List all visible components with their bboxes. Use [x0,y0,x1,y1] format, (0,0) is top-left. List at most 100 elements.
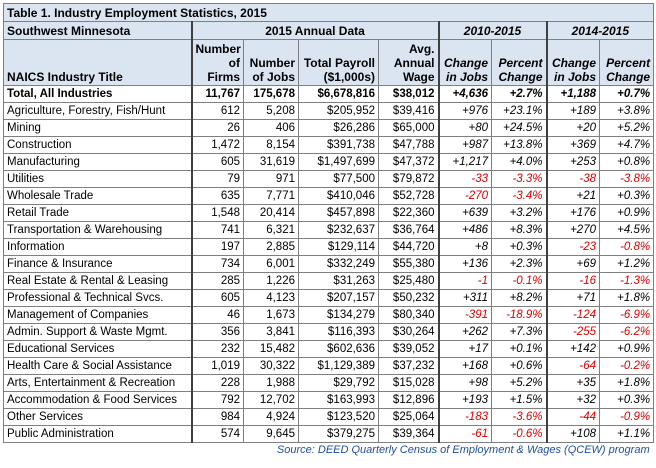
jobs-cell: 20,414 [243,204,299,222]
total-row: Total, All Industries 11,767 175,678 $6,678… [3,85,655,103]
col-number-of-jobs: Number of Jobs [243,39,299,86]
region-header: Southwest Minnesota [3,21,193,40]
jobs-cell: 1,226 [243,272,299,290]
wage-cell: $36,764 [378,221,440,239]
payroll-cell: $31,263 [298,272,379,290]
employment-table-container: Table 1. Industry Employment Statistics,… [2,3,655,458]
source-note: Source: DEED Quarterly Census of Employm… [276,444,650,456]
industry-name: Accommodation & Food Services [3,391,193,409]
change-jobs-2014-cell: -124 [546,306,600,324]
change-jobs-2014-cell: +108 [546,425,600,443]
period-2010-2015-header: 2010-2015 [438,21,548,40]
payroll-cell: $123,520 [298,408,379,426]
wage-cell: $37,232 [378,357,440,375]
percent-change-2010-cell: -0.1% [491,272,548,290]
change-jobs-2014-cell: +35 [546,374,600,392]
percent-change-2014-cell: +0.9% [598,204,655,222]
percent-change-2014-cell: +1.8% [598,289,655,307]
table-row: Professional & Technical Svcs. 605 4,123 $2… [3,289,655,307]
industry-name: Finance & Insurance [3,255,193,273]
jobs-cell: 2,885 [243,238,299,256]
table-row: Utilities 79 971 $77,500 $79,872 -33 -3.3% -38-… [3,170,655,188]
change-jobs-2010-cell: +136 [438,255,492,273]
wage-cell: $38,012 [378,85,440,103]
industry-name: Admin. Support & Waste Mgmt. [3,323,193,341]
jobs-cell: 406 [243,119,299,137]
table-row: Construction 1,472 8,154 $391,738 $47,788 +98… [3,136,655,154]
change-jobs-2010-cell: +639 [438,204,492,222]
wage-cell: $12,896 [378,391,440,409]
percent-change-2010-cell: +13.8% [491,136,548,154]
percent-change-2010-cell: +1.5% [491,391,548,409]
change-jobs-2010-cell: -1 [438,272,492,290]
jobs-cell: 12,702 [243,391,299,409]
industry-name: Mining [3,119,193,137]
change-jobs-2014-cell: +253 [546,153,600,171]
percent-change-2010-cell: +8.2% [491,289,548,307]
employment-table: Table 1. Industry Employment Statistics,… [2,3,655,458]
wage-cell: $80,340 [378,306,440,324]
col-change-in-jobs-2010: Change in Jobs [438,39,492,86]
industry-name: Arts, Entertainment & Recreation [3,374,193,392]
percent-change-2014-cell: +3.8% [598,102,655,120]
table-row: Information 197 2,885 $129,114 $44,720 +8 +0.3… [3,238,655,256]
jobs-cell: 31,619 [243,153,299,171]
change-jobs-2014-cell: -255 [546,323,600,341]
wage-cell: $65,000 [378,119,440,137]
jobs-cell: 30,322 [243,357,299,375]
firms-cell: 1,019 [191,357,244,375]
table-row: Manufacturing 605 31,619 $1,497,699 $47,372 +… [3,153,655,171]
table-row: Real Estate & Rental & Leasing 285 1,226 $3… [3,272,655,290]
wage-cell: $52,728 [378,187,440,205]
change-jobs-2010-cell: -61 [438,425,492,443]
table-title: Table 1. Industry Employment Statistics,… [2,3,655,22]
change-jobs-2010-cell: +262 [438,323,492,341]
jobs-cell: 5,208 [243,102,299,120]
change-jobs-2014-cell: -44 [546,408,600,426]
firms-cell: 46 [191,306,244,324]
percent-change-2010-cell: +0.6% [491,357,548,375]
table-row: Accommodation & Food Services 792 12,702 $1… [3,391,655,409]
col-total-payroll: Total Payroll ($1,000s) [298,39,379,86]
firms-cell: 605 [191,289,244,307]
percent-change-2014-cell: -6.2% [598,323,655,341]
table-row: Wholesale Trade 635 7,771 $410,046 $52,728 -2… [3,187,655,205]
period-2014-2015-header: 2014-2015 [545,21,655,40]
change-jobs-2014-cell: +270 [546,221,600,239]
payroll-cell: $410,046 [298,187,379,205]
wage-cell: $50,232 [378,289,440,307]
table-row: Transportation & Warehousing 741 6,321 $232… [3,221,655,239]
payroll-cell: $6,678,816 [298,85,379,103]
percent-change-2010-cell: +4.0% [491,153,548,171]
firms-cell: 741 [191,221,244,239]
change-jobs-2010-cell: +486 [438,221,492,239]
wage-cell: $39,052 [378,340,440,358]
payroll-cell: $163,993 [298,391,379,409]
table-row: Arts, Entertainment & Recreation 228 1,988… [3,374,655,392]
firms-cell: 984 [191,408,244,426]
industry-name: Educational Services [3,340,193,358]
jobs-cell: 6,321 [243,221,299,239]
jobs-cell: 7,771 [243,187,299,205]
industry-name: Construction [3,136,193,154]
percent-change-2014-cell: +4.7% [598,136,655,154]
industry-name: Real Estate & Rental & Leasing [3,272,193,290]
jobs-cell: 1,988 [243,374,299,392]
percent-change-2014-cell: -3.8% [598,170,655,188]
jobs-cell: 8,154 [243,136,299,154]
firms-cell: 79 [191,170,244,188]
wage-cell: $25,480 [378,272,440,290]
payroll-cell: $1,129,389 [298,357,379,375]
percent-change-2014-cell: +1.1% [598,425,655,443]
wage-cell: $47,788 [378,136,440,154]
percent-change-2014-cell: -6.9% [598,306,655,324]
change-jobs-2010-cell: -270 [438,187,492,205]
change-jobs-2014-cell: -16 [546,272,600,290]
percent-change-2010-cell: -18.9% [491,306,548,324]
percent-change-2014-cell: +0.3% [598,391,655,409]
industry-name: Professional & Technical Svcs. [3,289,193,307]
percent-change-2010-cell: +0.3% [491,238,548,256]
percent-change-2010-cell: +7.3% [491,323,548,341]
payroll-cell: $602,636 [298,340,379,358]
wage-cell: $15,028 [378,374,440,392]
